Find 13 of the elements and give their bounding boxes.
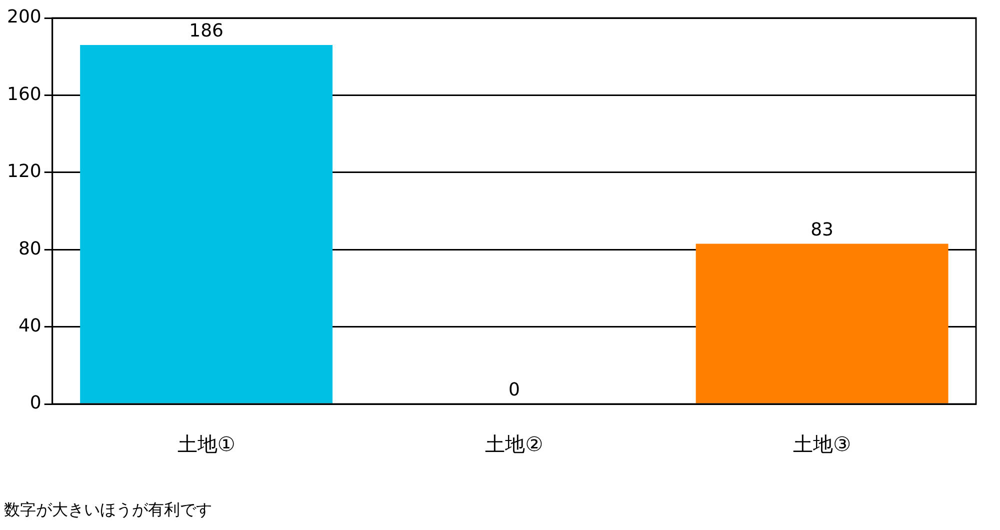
x-tick-label: 土地③ xyxy=(793,432,852,456)
x-tick-label: 土地② xyxy=(485,432,544,456)
y-tick-label: 120 xyxy=(6,161,42,182)
y-tick-label: 80 xyxy=(18,238,42,260)
data-label: 83 xyxy=(810,219,834,240)
data-label: 186 xyxy=(189,20,224,42)
text: 数字が大きいほうが有利です xyxy=(4,500,212,521)
y-tick-label: 200 xyxy=(6,6,42,28)
data-label: 0 xyxy=(508,380,520,401)
y-tick-label: 0 xyxy=(30,392,42,414)
x-tick-label: 土地① xyxy=(177,432,236,456)
y-tick-label: 160 xyxy=(6,84,42,105)
y-tick-label: 40 xyxy=(18,315,42,336)
